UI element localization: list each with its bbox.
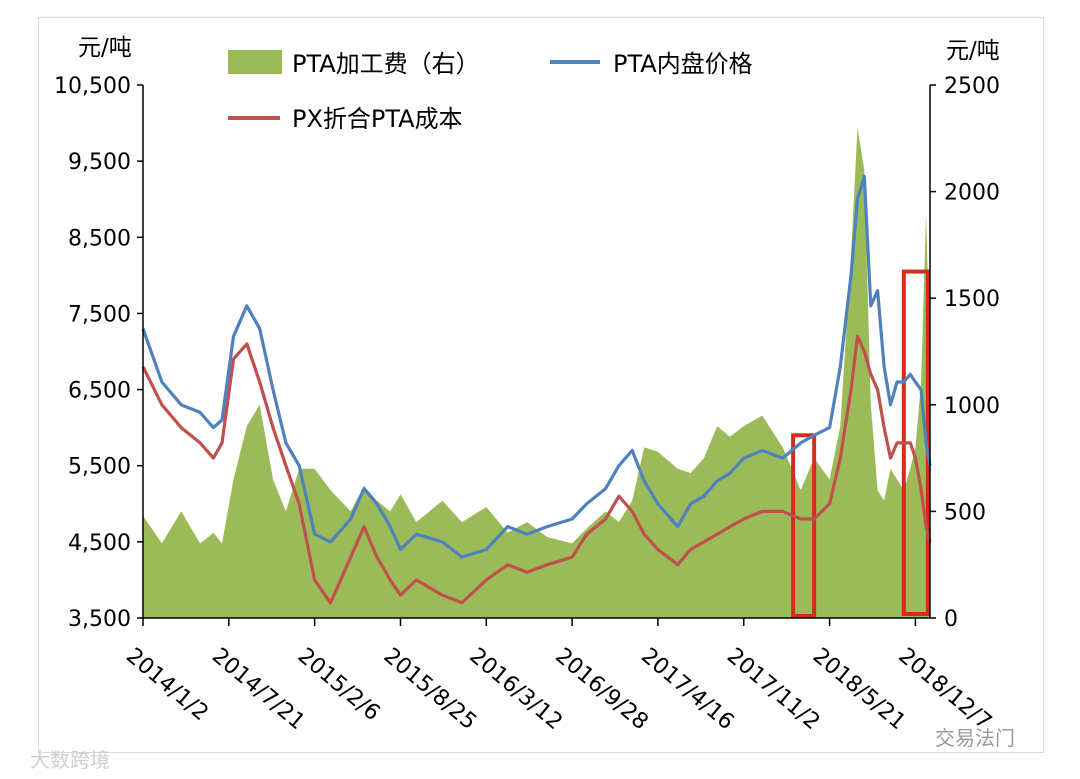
- left-tick-label: 9,500: [68, 150, 131, 175]
- left-tick-label: 4,500: [68, 531, 131, 556]
- watermark-right: 交易法门: [935, 726, 1015, 750]
- legend-label-cost: PX折合PTA成本: [292, 105, 463, 133]
- legend-label-price: PTA内盘价格: [613, 50, 753, 78]
- right-tick-label: 1500: [944, 287, 1000, 312]
- right-axis-unit: 元/吨: [946, 38, 1000, 64]
- cost-line-layer: [141, 334, 932, 605]
- legend: PTA加工费（右） PTA内盘价格 PX折合PTA成本: [228, 50, 753, 133]
- fee-area-layer: [143, 127, 930, 618]
- left-tick-label: 10,500: [54, 74, 131, 99]
- watermark-left: 大数跨境: [30, 748, 110, 772]
- legend-label-fee: PTA加工费（右）: [292, 50, 480, 78]
- x-tick-label: 2015/8/25: [379, 643, 481, 735]
- left-tick-label: 3,500: [68, 607, 131, 632]
- left-axis-unit: 元/吨: [78, 35, 132, 61]
- series-line-price: [141, 174, 932, 559]
- series-line-cost: [141, 334, 932, 605]
- x-tick-label: 2016/9/28: [550, 643, 652, 735]
- left-tick-label: 8,500: [68, 226, 131, 251]
- chart-frame: [38, 17, 1044, 753]
- x-tick-label: 2017/11/2: [722, 643, 824, 735]
- price-line-layer: [141, 174, 932, 559]
- right-tick-label: 0: [944, 607, 958, 632]
- x-tick-label: 2014/7/21: [207, 643, 309, 735]
- right-tick-label: 2000: [944, 181, 1000, 206]
- x-tick-label: 2018/5/21: [808, 643, 910, 735]
- left-tick-label: 6,500: [68, 379, 131, 404]
- x-tick-label: 2017/4/16: [636, 643, 738, 735]
- left-tick-label: 5,500: [68, 455, 131, 480]
- legend-swatch-fee: [228, 50, 282, 74]
- x-tick-label: 2016/3/12: [464, 643, 566, 735]
- right-tick-label: 1000: [944, 394, 1000, 419]
- x-tick-label: 2014/1/2: [121, 643, 213, 726]
- right-tick-label: 2500: [944, 74, 1000, 99]
- highlight-box-1: [791, 433, 817, 618]
- left-tick-label: 7,500: [68, 302, 131, 327]
- right-tick-label: 500: [944, 500, 986, 525]
- series-area-fee: [143, 127, 930, 618]
